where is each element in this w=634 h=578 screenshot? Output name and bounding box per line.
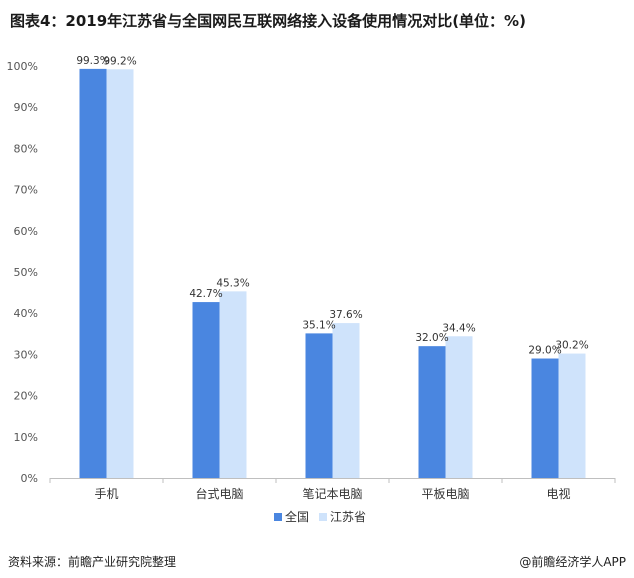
x-category-label: 电视 <box>546 486 570 501</box>
y-tick-label: 90% <box>14 101 38 114</box>
chart-title: 图表4：2019年江苏省与全国网民互联网络接入设备使用情况对比(单位：%) <box>10 12 526 30</box>
data-label: 42.7% <box>189 288 222 300</box>
y-axis: 0% 10% 20% 30% 40% 50% 60% 70% 80% 90% 100% <box>7 60 38 485</box>
y-tick-label: 50% <box>14 266 38 279</box>
y-tick-label: 10% <box>14 431 38 444</box>
bar-national <box>192 302 220 478</box>
legend-swatch <box>319 513 327 521</box>
bar-jiangsu <box>332 323 360 478</box>
x-category-label: 台式电脑 <box>195 486 243 501</box>
y-tick-label: 0% <box>21 472 38 485</box>
bar-national <box>418 346 446 478</box>
y-tick-label: 100% <box>7 60 38 73</box>
data-label: 99.2% <box>103 55 136 67</box>
data-label: 32.0% <box>415 332 448 344</box>
data-labels: 99.3%99.2% 42.7%45.3% 35.1%37.6% 32.0%34.4%… <box>76 55 588 357</box>
y-tick-label: 70% <box>14 184 38 197</box>
bar-national <box>531 358 559 478</box>
x-category-label: 笔记本电脑 <box>302 486 362 501</box>
legend-label: 全国 <box>285 509 309 524</box>
x-category-label: 平板电脑 <box>421 487 469 501</box>
brand-credit: @前瞻经济学人APP <box>519 555 626 569</box>
legend-swatch <box>274 513 282 521</box>
bar-jiangsu <box>106 69 134 479</box>
data-label: 37.6% <box>329 309 362 321</box>
data-label: 45.3% <box>216 277 249 289</box>
bar-jiangsu <box>558 353 586 478</box>
bar-jiangsu <box>219 291 247 478</box>
bar-national <box>79 68 107 478</box>
y-tick-label: 80% <box>14 142 38 155</box>
y-tick-label: 30% <box>14 348 38 361</box>
x-axis: 手机 台式电脑 笔记本电脑 平板电脑 电视 <box>49 478 616 501</box>
legend: 全国 江苏省 <box>274 509 366 524</box>
bar-jiangsu <box>445 336 473 478</box>
y-tick-label: 60% <box>14 225 38 238</box>
y-tick-label: 20% <box>14 390 38 403</box>
legend-label: 江苏省 <box>330 510 366 524</box>
bar-national <box>305 333 333 478</box>
bars <box>79 68 586 479</box>
data-label: 34.4% <box>442 322 475 334</box>
y-tick-label: 40% <box>14 307 38 320</box>
source-note: 资料来源：前瞻产业研究院整理 <box>8 555 177 569</box>
data-label: 30.2% <box>555 340 588 352</box>
data-label: 35.1% <box>302 319 335 331</box>
data-label: 29.0% <box>528 345 561 357</box>
x-category-label: 手机 <box>94 487 118 501</box>
data-label: 99.3% <box>76 55 109 67</box>
